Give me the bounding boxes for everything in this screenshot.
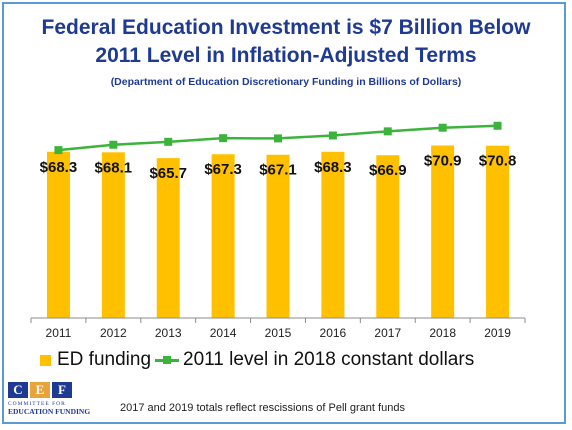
line-point-2012 [109,140,118,149]
data-label-2016: $68.3 [314,159,352,176]
legend-swatch-ed-funding [40,354,51,366]
x-tick-label-2015: 2015 [265,326,292,340]
data-label-2012: $68.1 [95,159,133,176]
bar-2017 [376,155,400,318]
data-label-2018: $70.9 [424,152,462,169]
data-label-2015: $67.1 [259,162,297,179]
line-point-2016 [328,131,337,140]
data-label-2019: $70.8 [479,153,517,170]
logo-letter-c: C [8,382,28,398]
x-tick-label-2013: 2013 [155,326,182,340]
legend-swatch-2011-level [155,353,180,367]
logo-letter-e: E [30,382,50,398]
line-point-2013 [164,137,173,146]
line-point-2018 [438,123,447,132]
bar-2018 [431,145,455,318]
line-point-2017 [383,127,392,136]
data-label-2011: $68.3 [40,159,78,176]
data-label-2017: $66.9 [369,162,407,179]
chart-title-line1: Federal Education Investment is $7 Billi… [41,16,531,39]
chart-legend: ED funding 2011 level in 2018 constant d… [40,346,560,374]
logo-letter-f: F [52,382,72,398]
data-label-2013: $65.7 [149,165,187,182]
chart-subtitle: (Department of Education Discretionary F… [110,76,462,88]
x-tick-label-2011: 2011 [46,326,72,340]
footnote: 2017 and 2019 totals reflect rescissions… [120,402,405,414]
legend-label-ed-funding: ED funding [57,349,152,370]
x-tick-label-2014: 2014 [210,326,237,340]
bar-2011 [46,151,70,318]
chart-title-line2: 2011 Level in Inflation-Adjusted Terms [95,44,477,67]
x-tick-label-2012: 2012 [100,326,127,340]
x-tick-label-2019: 2019 [484,326,511,340]
cef-logo: C E F COMMITTEE FOR EDUCATION FUNDING [8,382,100,420]
bar-2012 [101,152,125,318]
x-tick-label-2018: 2018 [429,326,456,340]
chart-area: 2011 2012 2013 2014 2015 2016 2017 2018 2019 $68.… [30,121,526,340]
line-point-2019 [493,121,502,130]
logo-text-line2: EDUCATION FUNDING [8,407,91,416]
legend-label-2011-level: 2011 level in 2018 constant dollars [183,349,475,370]
logo-text-line1: COMMITTEE FOR [8,401,66,407]
data-label-2014: $67.3 [204,161,242,178]
line-point-2014 [219,134,228,143]
bar-2019 [486,145,510,318]
bar-2013 [156,158,180,318]
x-tick-label-2017: 2017 [374,326,401,340]
line-point-2015 [274,134,282,143]
logo-letters: C E F [8,382,100,398]
line-point-2011 [54,146,63,155]
x-tick-label-2016: 2016 [320,326,347,340]
bar-2016 [321,151,345,318]
bar-2015 [266,154,290,318]
bar-2014 [211,154,235,318]
